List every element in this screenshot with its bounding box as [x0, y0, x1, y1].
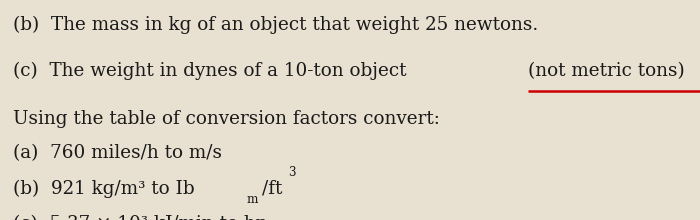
Text: Using the table of conversion factors convert:: Using the table of conversion factors co… — [13, 110, 440, 128]
Text: (not metric tons): (not metric tons) — [528, 62, 685, 80]
Text: /ft: /ft — [262, 179, 282, 197]
Text: (b)  The mass in kg of an object that weight 25 newtons.: (b) The mass in kg of an object that wei… — [13, 15, 538, 34]
Text: 3: 3 — [288, 166, 295, 179]
Text: (c)  5.37 × 10³ kJ/min to hp: (c) 5.37 × 10³ kJ/min to hp — [13, 214, 267, 220]
Text: (b)  921 kg/m³ to Ib: (b) 921 kg/m³ to Ib — [13, 179, 194, 198]
Text: (c)  The weight in dynes of a 10-ton object: (c) The weight in dynes of a 10-ton obje… — [13, 62, 412, 80]
Text: (a)  760 miles/h to m/s: (a) 760 miles/h to m/s — [13, 144, 222, 162]
Text: m: m — [247, 192, 258, 205]
